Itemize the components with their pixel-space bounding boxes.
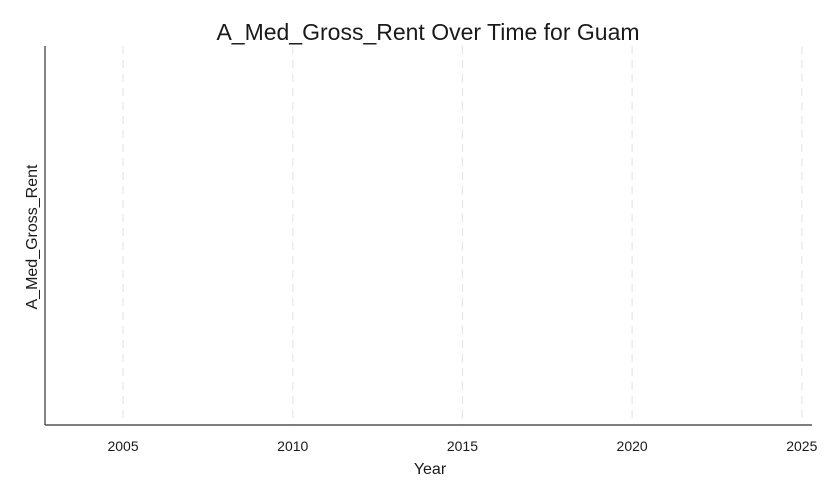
y-axis-label: A_Med_Gross_Rent [24, 164, 41, 310]
grid-lines [122, 46, 803, 425]
x-tick-label: 2005 [107, 438, 138, 454]
chart-title: A_Med_Gross_Rent Over Time for Guam [216, 19, 639, 45]
x-tick-label: 2025 [786, 438, 817, 454]
x-tick-label: 2015 [447, 438, 478, 454]
x-tick-label: 2010 [277, 438, 308, 454]
x-axis-label: Year [414, 461, 447, 478]
x-tick-labels: 2005 2010 2015 2020 2025 [107, 438, 817, 454]
x-tick-label: 2020 [617, 438, 648, 454]
